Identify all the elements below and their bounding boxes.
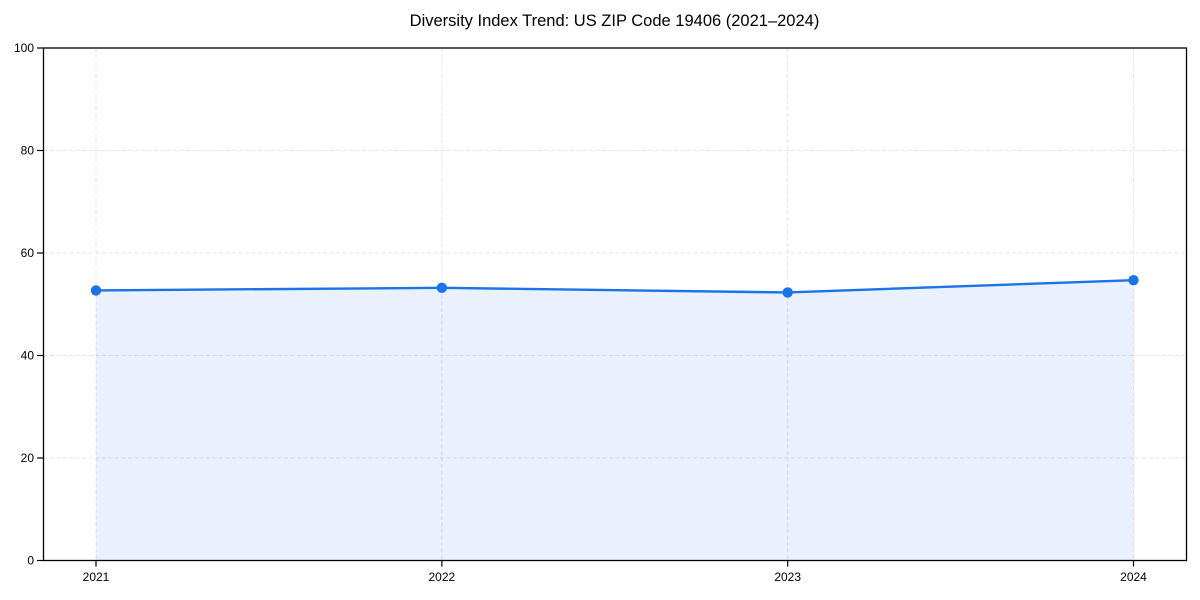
x-tick-label: 2023 [774, 570, 801, 584]
plot-border [42, 47, 1188, 562]
x-tick-label: 2021 [83, 570, 110, 584]
y-tick-label: 0 [27, 554, 34, 568]
area-fill [96, 280, 1134, 561]
y-tick-label: 40 [21, 349, 35, 363]
x-tick-label: 2022 [428, 570, 455, 584]
data-point-2021 [90, 285, 102, 296]
data-point-2024 [1128, 274, 1139, 286]
x-tick-label: 2024 [1120, 570, 1147, 584]
trend-line [94, 278, 1135, 294]
data-point-2022 [436, 282, 448, 294]
y-tick-label: 80 [21, 144, 35, 158]
y-tick-label: 20 [21, 451, 35, 465]
data-point-2023 [782, 287, 793, 298]
y-tick-label: 60 [21, 246, 35, 260]
y-tick-label: 100 [14, 41, 34, 55]
chart-title: Diversity Index Trend: US ZIP Code 19406… [409, 12, 820, 30]
